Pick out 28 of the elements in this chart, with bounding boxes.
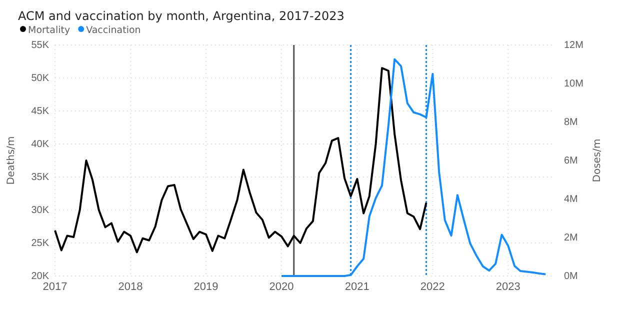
y-tick-label: 35K <box>31 172 50 184</box>
y-tick-label: 40K <box>31 139 50 150</box>
y2-tick-label: 0M <box>564 271 578 282</box>
y-tick-label: 20K <box>31 271 50 282</box>
y-axis-title: Deaths/m <box>6 136 17 185</box>
legend-label: Vaccination <box>86 25 141 36</box>
x-tick-label: 2018 <box>118 280 143 293</box>
y2-tick-label: 6M <box>564 156 578 167</box>
x-tick-label: 2017 <box>42 280 68 293</box>
y2-tick-label: 4M <box>564 194 578 206</box>
y2-tick-label: 12M <box>564 40 584 52</box>
chart-title: ACM and vaccination by month, Argentina, 2017-2023 <box>18 9 344 23</box>
y2-tick-label: 8M <box>564 117 578 128</box>
x-tick-label: 2022 <box>420 280 445 293</box>
line-series <box>54 67 428 254</box>
x-tick-label: 2019 <box>194 280 218 293</box>
y-tick-label: 55K <box>31 40 50 52</box>
x-tick-label: 2020 <box>269 280 294 293</box>
x-tick-label: 2021 <box>344 280 370 293</box>
y-tick-label: 50K <box>31 73 50 84</box>
x-tick-label: 2023 <box>496 280 520 293</box>
legend-label: Mortality <box>28 25 70 36</box>
y2-tick-label: 10M <box>564 78 584 90</box>
y-tick-label: 45K <box>31 106 50 118</box>
y-tick-label: 30K <box>31 205 50 216</box>
y-tick-label: 25K <box>31 238 50 250</box>
y2-tick-label: 2M <box>564 232 578 244</box>
y2-axis-title: Doses/m <box>592 138 603 182</box>
